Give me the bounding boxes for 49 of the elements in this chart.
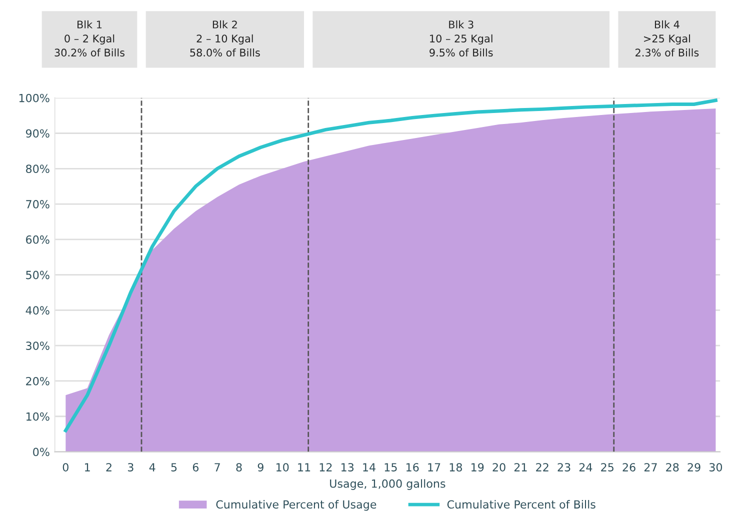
x-tick-label: 9 [258,463,264,472]
x-axis-title: Usage, 1,000 gallons [330,479,446,490]
legend-label: Cumulative Percent of Usage [216,500,376,511]
x-tick-label: 6 [192,463,199,472]
x-tick-label: 2 [106,463,112,472]
y-tick-label: 90% [26,129,50,138]
x-tick-label: 17 [428,463,440,472]
y-tick-label: 80% [26,164,50,174]
y-tick-label: 50% [26,270,50,280]
x-tick-label: 12 [320,463,332,472]
x-tick-label: 0 [62,463,68,472]
legend-label: Cumulative Percent of Bills [447,500,596,509]
x-tick-label: 25 [601,463,614,472]
x-tick-label: 19 [472,463,484,472]
text: Blk 1 0 – 2 Kgal 30.2% of Bills [54,20,124,57]
x-tick-label: 10 [276,463,289,472]
x-tick-label: 29 [688,463,700,472]
x-tick-label: 5 [171,463,177,472]
x-tick-label: 13 [341,463,354,472]
x-tick-label: 8 [236,463,242,472]
x-tick-label: 18 [450,463,462,472]
y-tick-label: 60% [26,235,50,244]
x-tick-label: 23 [558,463,570,472]
y-tick-label: 30% [26,342,50,350]
x-tick-label: 24 [579,463,592,472]
text: Blk 4 >25 Kgal 2.3% of Bills [636,20,699,57]
x-tick-label: 14 [363,463,376,472]
x-tick-label: 1 [85,463,90,472]
y-tick-label: 100% [19,94,50,102]
x-tick-label: 20 [492,463,506,472]
x-tick-label: 22 [536,463,548,472]
x-tick-label: 28 [666,463,679,472]
x-tick-label: 4 [149,463,156,472]
x-tick-label: 11 [298,463,310,472]
x-tick-label: 15 [384,463,397,472]
y-tick-label: 70% [26,200,50,208]
x-tick-label: 30 [709,463,722,472]
x-tick-label: 7 [214,463,220,472]
y-tick-label: 20% [26,376,50,386]
x-tick-label: 16 [406,463,419,472]
text: Blk 3 10 – 25 Kgal 9.5% of Bills [430,20,493,57]
y-tick-label: 10% [26,412,50,421]
x-tick-label: 21 [514,463,527,472]
text: Blk 2 2 – 10 Kgal 58.0% of Bills [190,20,260,57]
x-tick-label: 27 [644,463,657,472]
y-tick-label: 0% [33,448,50,456]
x-tick-label: 26 [622,463,636,472]
y-tick-label: 40% [26,306,50,315]
x-tick-label: 3 [128,463,134,472]
